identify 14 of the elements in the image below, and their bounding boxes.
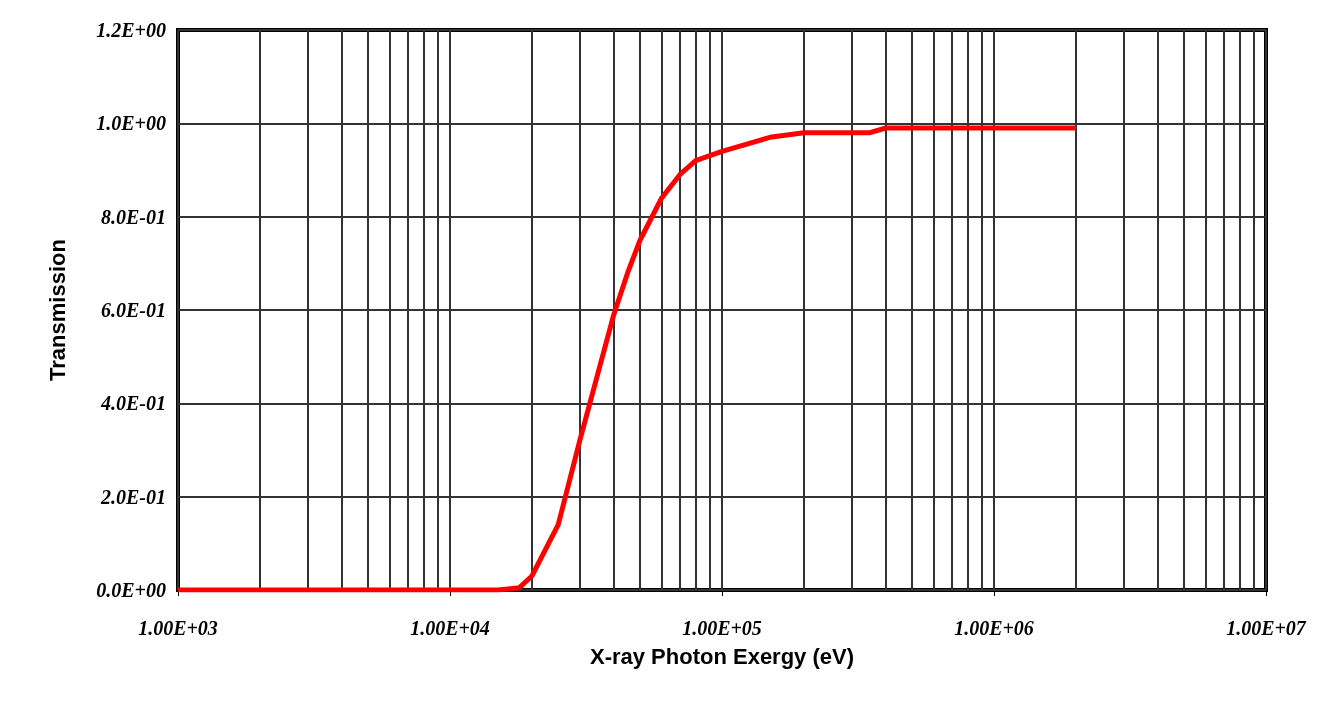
x-axis-title: X-ray Photon Exergy (eV) (589, 643, 855, 669)
x-tick-label: 1.00E+06 (954, 617, 1034, 639)
y-tick-label: 1.2E+00 (96, 19, 166, 41)
y-tick-label: 8.0E-01 (101, 205, 166, 228)
y-tick-label: 6.0E-01 (101, 299, 166, 321)
x-tick-label: 1.00E+07 (1226, 617, 1307, 639)
y-tick-label: 4.0E-01 (100, 392, 166, 415)
y-tick-label: 1.0E+00 (96, 112, 166, 135)
x-tick-label: 1.00E+04 (410, 617, 490, 639)
y-tick-label: 0.0E+00 (96, 579, 166, 601)
y-tick-label: 2.0E-01 (100, 485, 166, 508)
y-axis-title: Transmission (44, 239, 70, 381)
x-tick-label: 1.00E+05 (682, 617, 762, 639)
x-tick-label: 1.00E+03 (138, 617, 218, 639)
